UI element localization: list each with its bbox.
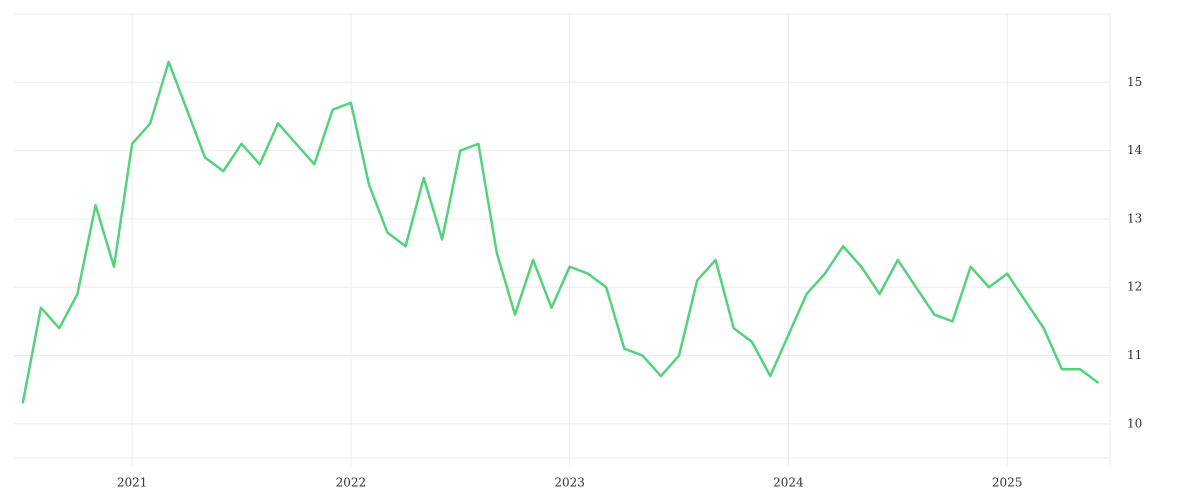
x-tick-label: 2023 — [554, 476, 585, 490]
y-tick-label: 10 — [1127, 416, 1142, 430]
y-tick-label: 11 — [1127, 348, 1142, 362]
x-tick-label: 2025 — [992, 476, 1023, 490]
y-tick-label: 12 — [1127, 280, 1142, 294]
y-tick-label: 15 — [1127, 75, 1142, 89]
x-tick-label: 2022 — [336, 476, 367, 490]
x-tick-label: 2021 — [117, 476, 148, 490]
y-tick-label: 14 — [1127, 143, 1143, 157]
x-tick-label: 2024 — [773, 476, 804, 490]
y-tick-label: 13 — [1127, 211, 1142, 225]
data-line — [21, 60, 1100, 404]
